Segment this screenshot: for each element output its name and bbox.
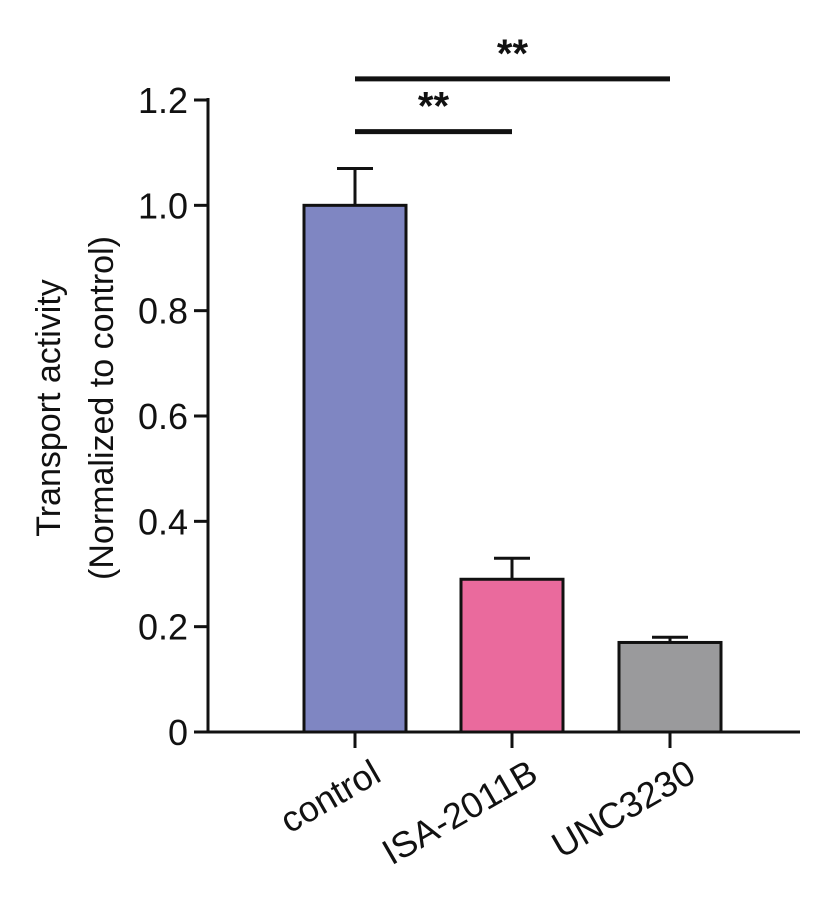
significance-label: ** bbox=[418, 85, 450, 129]
error-bars bbox=[337, 166, 688, 643]
x-category-label: UNC3230 bbox=[545, 751, 702, 866]
bars bbox=[302, 203, 723, 734]
y-tick-label: 0.8 bbox=[138, 291, 188, 332]
y-tick-label: 0.6 bbox=[138, 396, 188, 437]
bar-control bbox=[302, 203, 408, 734]
y-axis-ticks: 0 0.2 0.4 0.6 0.8 1.0 1.2 bbox=[138, 80, 208, 753]
axes bbox=[206, 98, 800, 734]
significance-markers: ** ** bbox=[355, 32, 670, 135]
bar-isa-2011b bbox=[459, 577, 565, 734]
x-category-label: ISA-2011B bbox=[375, 751, 544, 872]
x-category-label: control bbox=[273, 751, 387, 841]
bar-unc3230 bbox=[617, 640, 723, 734]
y-tick-label: 1.0 bbox=[138, 185, 188, 226]
y-tick-label: 0.4 bbox=[138, 501, 188, 542]
y-axis-title: Transport activity (Normalized to contro… bbox=[30, 236, 121, 580]
significance-label: ** bbox=[497, 32, 529, 76]
y-tick-label: 0.2 bbox=[138, 607, 188, 648]
x-axis-ticks bbox=[353, 732, 672, 748]
y-tick-label: 1.2 bbox=[138, 80, 188, 121]
y-axis-title-line2: (Normalized to control) bbox=[83, 236, 121, 580]
y-tick-label: 0 bbox=[168, 712, 188, 753]
y-axis-title-line1: Transport activity bbox=[30, 279, 68, 537]
